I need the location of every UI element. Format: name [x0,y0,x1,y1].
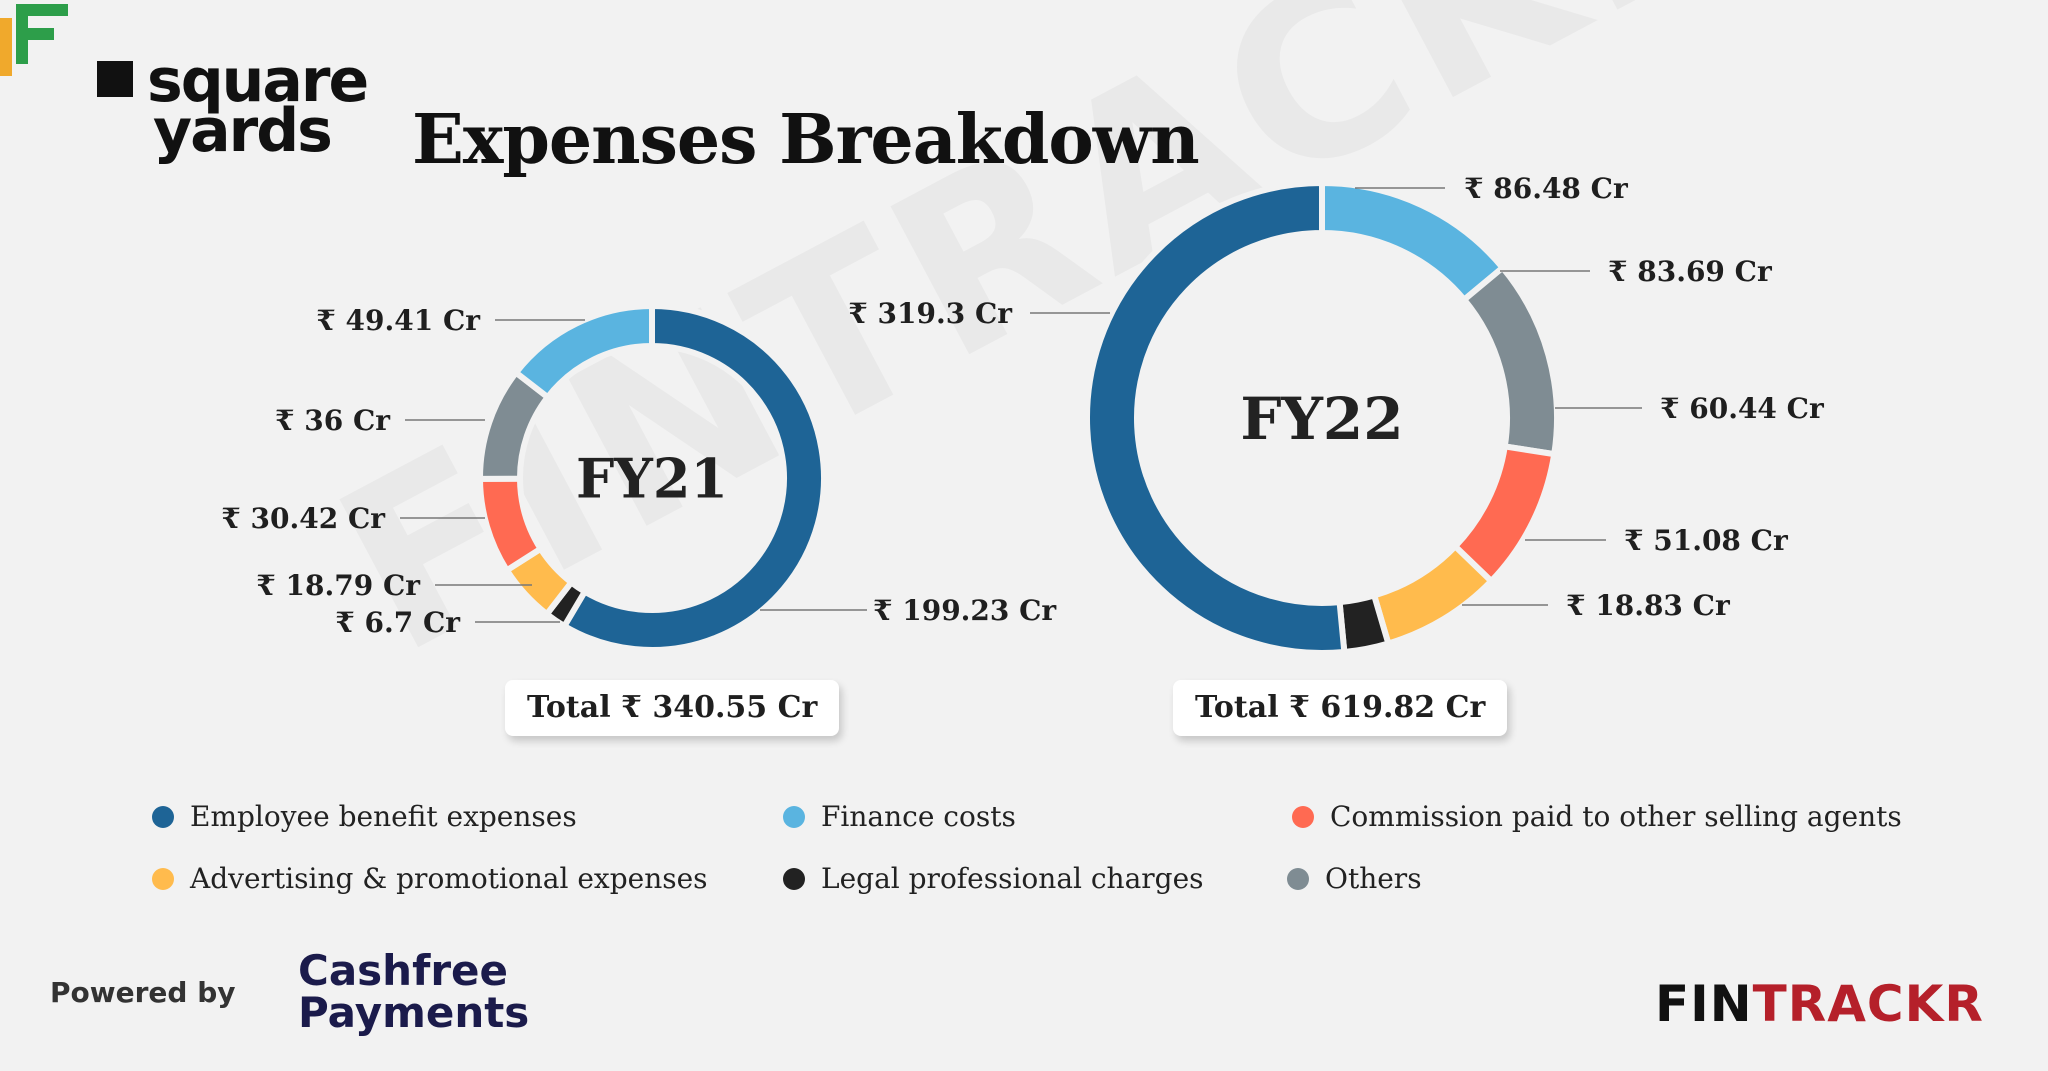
page-title: Expenses Breakdown [412,100,1200,180]
cashfree-line-2: Payments [298,988,530,1037]
fintrackr-part-2: TRACKR [1752,975,1984,1033]
fintrackr-part-1: FIN [1655,975,1753,1033]
data-label: ₹ 49.41 Cr [316,304,481,337]
square-yards-logo: square yards [97,51,369,166]
powered-by-text: Powered by [50,976,236,1009]
legend-item-others: Others [1287,862,1422,895]
legend-item-finance: Finance costs [783,800,1016,833]
legend-item-employee: Employee benefit expenses [152,800,577,833]
legend-label: Advertising & promotional expenses [190,862,708,895]
cashfree-logo-icon [0,4,68,76]
legend-label: Finance costs [821,800,1016,833]
center-label-fy22: FY22 [1240,385,1403,453]
legend-dot [152,805,174,828]
legend-item-legal: Legal professional charges [783,862,1204,895]
legend-item-commission: Commission paid to other selling agents [1292,800,1902,833]
logo-line-2: yards [153,96,333,166]
data-label: ₹ 83.69 Cr [1608,255,1773,288]
data-label: ₹ 319.3 Cr [848,297,1013,330]
data-label: ₹ 51.08 Cr [1624,524,1789,557]
cashfree-line-1: Cashfree [298,946,509,995]
legend-dot [152,867,174,890]
slice-finance-costs [511,302,655,402]
data-label: ₹ 30.42 Cr [221,502,386,535]
legend-dot [783,867,805,890]
data-label: ₹ 18.79 Cr [256,569,421,602]
data-label: ₹ 60.44 Cr [1660,392,1825,425]
legend-dot [1287,867,1309,890]
logo-square-mark [97,61,133,97]
slice-others [1459,263,1560,458]
slice-employee-benefit-expenses [560,302,827,653]
fintrackr-logo: FINTRACKR [1655,975,1984,1033]
center-label-fy21: FY21 [576,446,728,510]
logo-line-1: square [147,46,369,116]
slice-employee-benefit-expenses [1084,179,1348,656]
data-label: ₹ 199.23 Cr [873,594,1057,627]
legend-label: Employee benefit expenses [190,800,577,833]
legend-label: Others [1325,862,1422,895]
slice-advertising-promotional-expenses [1370,542,1496,648]
legend-item-advertising: Advertising & promotional expenses [152,862,708,895]
legend-label: Legal professional charges [821,862,1204,895]
legend-dot [1292,805,1314,828]
data-label: ₹ 36 Cr [275,404,391,437]
data-label: ₹ 6.7 Cr [335,606,461,639]
donut-charts: ₹ 199.23 Cr ₹ 6.7 Cr ₹ 18.79 Cr ₹ 30.42 Cr ₹… [221,172,1825,656]
legend-label: Commission paid to other selling agents [1330,800,1902,833]
donut-fy22: ₹ 86.48 Cr ₹ 83.69 Cr ₹ 60.44 Cr ₹ 51.08 Cr… [848,172,1825,656]
fy21-total-box: Total ₹ 340.55 Cr [505,680,840,736]
data-label: ₹ 18.83 Cr [1566,589,1731,622]
slice-commission-paid-to-other-selling-agents [476,475,545,575]
fy22-total-box: Total ₹ 619.82 Cr [1173,680,1508,736]
data-label: ₹ 86.48 Cr [1464,172,1629,205]
donut-fy21: ₹ 199.23 Cr ₹ 6.7 Cr ₹ 18.79 Cr ₹ 30.42 Cr ₹… [221,302,1057,653]
cashfree-wordmark: Cashfree Payments [298,950,529,1034]
legend-dot [783,805,805,828]
